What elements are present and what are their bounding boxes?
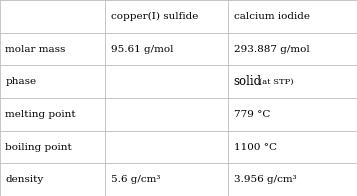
Text: melting point: melting point [5,110,76,119]
Text: calcium iodide: calcium iodide [234,12,310,21]
Text: 5.6 g/cm³: 5.6 g/cm³ [111,175,160,184]
Text: molar mass: molar mass [5,44,66,54]
Text: 95.61 g/mol: 95.61 g/mol [111,44,173,54]
Text: 779 °C: 779 °C [234,110,270,119]
Text: (at STP): (at STP) [259,78,293,86]
Text: phase: phase [5,77,36,86]
Text: density: density [5,175,44,184]
Text: boiling point: boiling point [5,142,72,152]
Text: copper(I) sulfide: copper(I) sulfide [111,12,198,21]
Text: 3.956 g/cm³: 3.956 g/cm³ [234,175,296,184]
Text: solid: solid [234,75,262,88]
Text: 293.887 g/mol: 293.887 g/mol [234,44,310,54]
Text: 1100 °C: 1100 °C [234,142,277,152]
